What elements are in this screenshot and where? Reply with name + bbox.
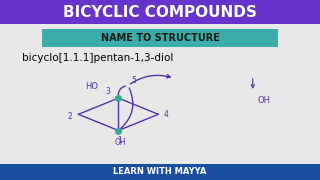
Text: 3: 3 — [106, 87, 110, 96]
FancyBboxPatch shape — [0, 0, 320, 24]
FancyBboxPatch shape — [0, 164, 320, 180]
Text: LEARN WITH MAYYA: LEARN WITH MAYYA — [113, 167, 207, 176]
Text: OH: OH — [258, 96, 271, 105]
FancyBboxPatch shape — [42, 29, 278, 47]
Text: 4: 4 — [163, 110, 168, 119]
Text: 5: 5 — [131, 76, 136, 85]
Text: 2: 2 — [67, 112, 72, 121]
Text: HO: HO — [85, 82, 98, 91]
Text: NAME TO STRUCTURE: NAME TO STRUCTURE — [100, 33, 220, 43]
Text: OH: OH — [114, 138, 126, 147]
Text: 1: 1 — [118, 136, 122, 145]
Text: bicyclo[1.1.1]pentan-1,3-diol: bicyclo[1.1.1]pentan-1,3-diol — [22, 53, 174, 63]
Text: BICYCLIC COMPOUNDS: BICYCLIC COMPOUNDS — [63, 5, 257, 20]
